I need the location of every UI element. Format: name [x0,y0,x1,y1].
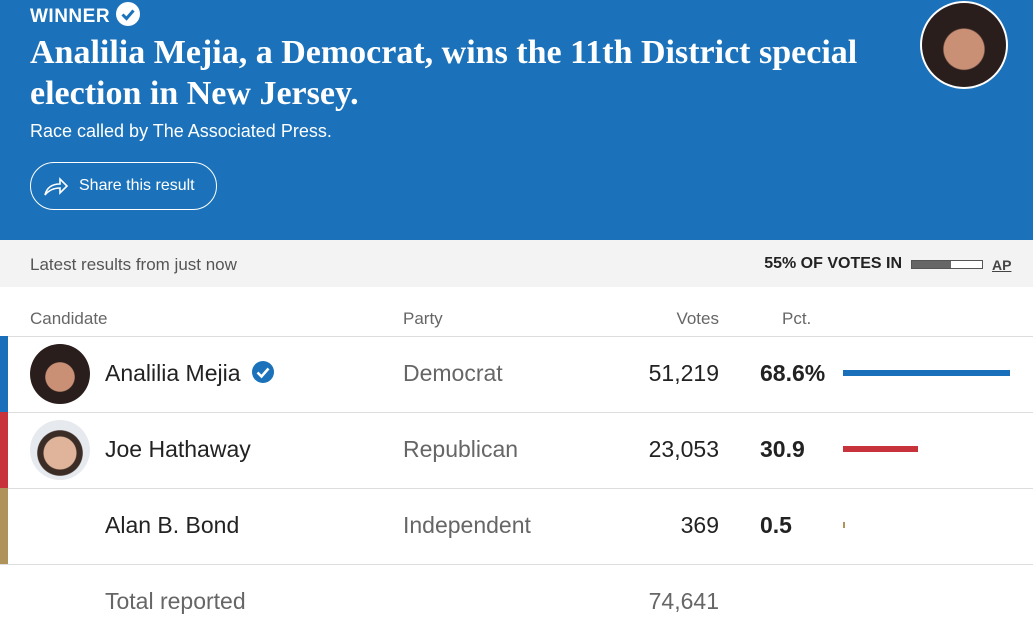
percent-bar [843,522,845,528]
share-button[interactable]: Share this result [30,162,217,210]
party: Democrat [403,360,503,386]
winner-photo [920,1,1008,89]
name-text: Alan B. Bond [105,512,240,538]
source-link[interactable]: AP [992,257,1012,273]
divider [0,564,1033,565]
divider [0,336,1033,337]
name-text: Joe Hathaway [105,436,251,462]
candidate-name: Analilia Mejia [105,360,275,387]
candidate-row: Analilia Mejia Democrat 51,219 68.6% [0,336,1033,412]
percent: 68.6% [760,360,826,386]
percent-bar [843,370,1010,376]
status-bar: Latest results from just now 55% OF VOTE… [0,240,1033,287]
party-stripe [0,488,8,564]
check-icon [116,2,141,26]
column-header: Party [403,309,443,328]
votes-in-bar [911,260,983,269]
column-header: Votes [676,309,719,328]
votes-in-text: 55% OF VOTES IN [764,255,902,272]
total-votes: 74,641 [648,588,719,614]
candidate-name: Alan B. Bond [105,512,239,539]
column-header: Pct. [782,309,812,328]
total-row: Total reported 74,641 [0,564,1033,640]
votes: 23,053 [648,436,719,462]
share-icon [44,177,69,196]
party: Independent [403,512,531,538]
name-text: Analilia Mejia [105,360,241,386]
party-stripe [0,336,8,412]
candidate-photo [30,420,90,480]
headline: Analilia Mejia, a Democrat, wins the 11t… [30,34,858,112]
winner-text: WINNER [30,6,111,27]
updated-text: Latest results from just now [30,255,237,274]
result-header: WINNER Analilia Mejia, a Democrat, wins … [0,0,1033,240]
percent: 0.5 [760,512,792,538]
check-icon [251,361,274,383]
winner-label: WINNER [30,2,141,28]
votes: 369 [680,512,719,538]
votes: 51,219 [648,360,719,386]
candidate-row: Alan B. Bond Independent 369 0.5 [0,488,1033,564]
percent: 30.9 [760,436,805,462]
column-header: Candidate [30,309,108,328]
party-stripe [0,412,8,488]
candidate-photo [30,344,90,404]
subtitle: Race called by The Associated Press. [30,121,332,141]
divider [0,488,1033,489]
candidate-name: Joe Hathaway [105,436,251,463]
candidate-row: Joe Hathaway Republican 23,053 30.9 [0,412,1033,488]
total-label: Total reported [105,588,246,614]
share-text[interactable]: Share this result [79,177,195,194]
party: Republican [403,436,519,462]
divider [0,412,1033,413]
percent-bar [843,446,919,452]
votes-in-fill [912,261,951,268]
